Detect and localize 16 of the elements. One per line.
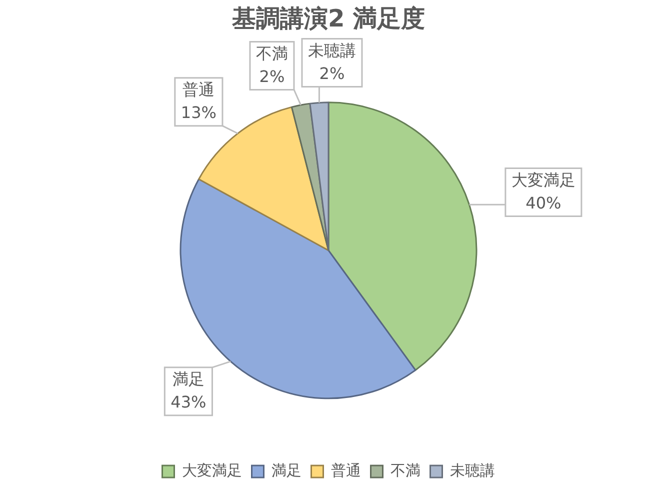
chart-title: 基調講演2 満足度 xyxy=(230,4,426,33)
legend-label: 未聴講 xyxy=(450,461,495,480)
legend-label: 普通 xyxy=(330,461,361,480)
legend-label: 大変満足 xyxy=(182,461,242,480)
legend-label: 満足 xyxy=(271,461,302,480)
data-label: 2% xyxy=(259,66,285,86)
data-label: 43% xyxy=(170,392,206,412)
slice-label: 大変満足 xyxy=(511,170,576,190)
slice-label: 満足 xyxy=(172,370,204,389)
data-label: 13% xyxy=(180,103,216,122)
legend-label: 不満 xyxy=(390,461,420,480)
data-label: 40% xyxy=(526,193,562,212)
data-label: 2% xyxy=(319,64,345,83)
slice-label: 未聴講 xyxy=(308,40,356,60)
slice-label: 普通 xyxy=(182,80,215,100)
slice-label: 不満 xyxy=(256,44,288,63)
